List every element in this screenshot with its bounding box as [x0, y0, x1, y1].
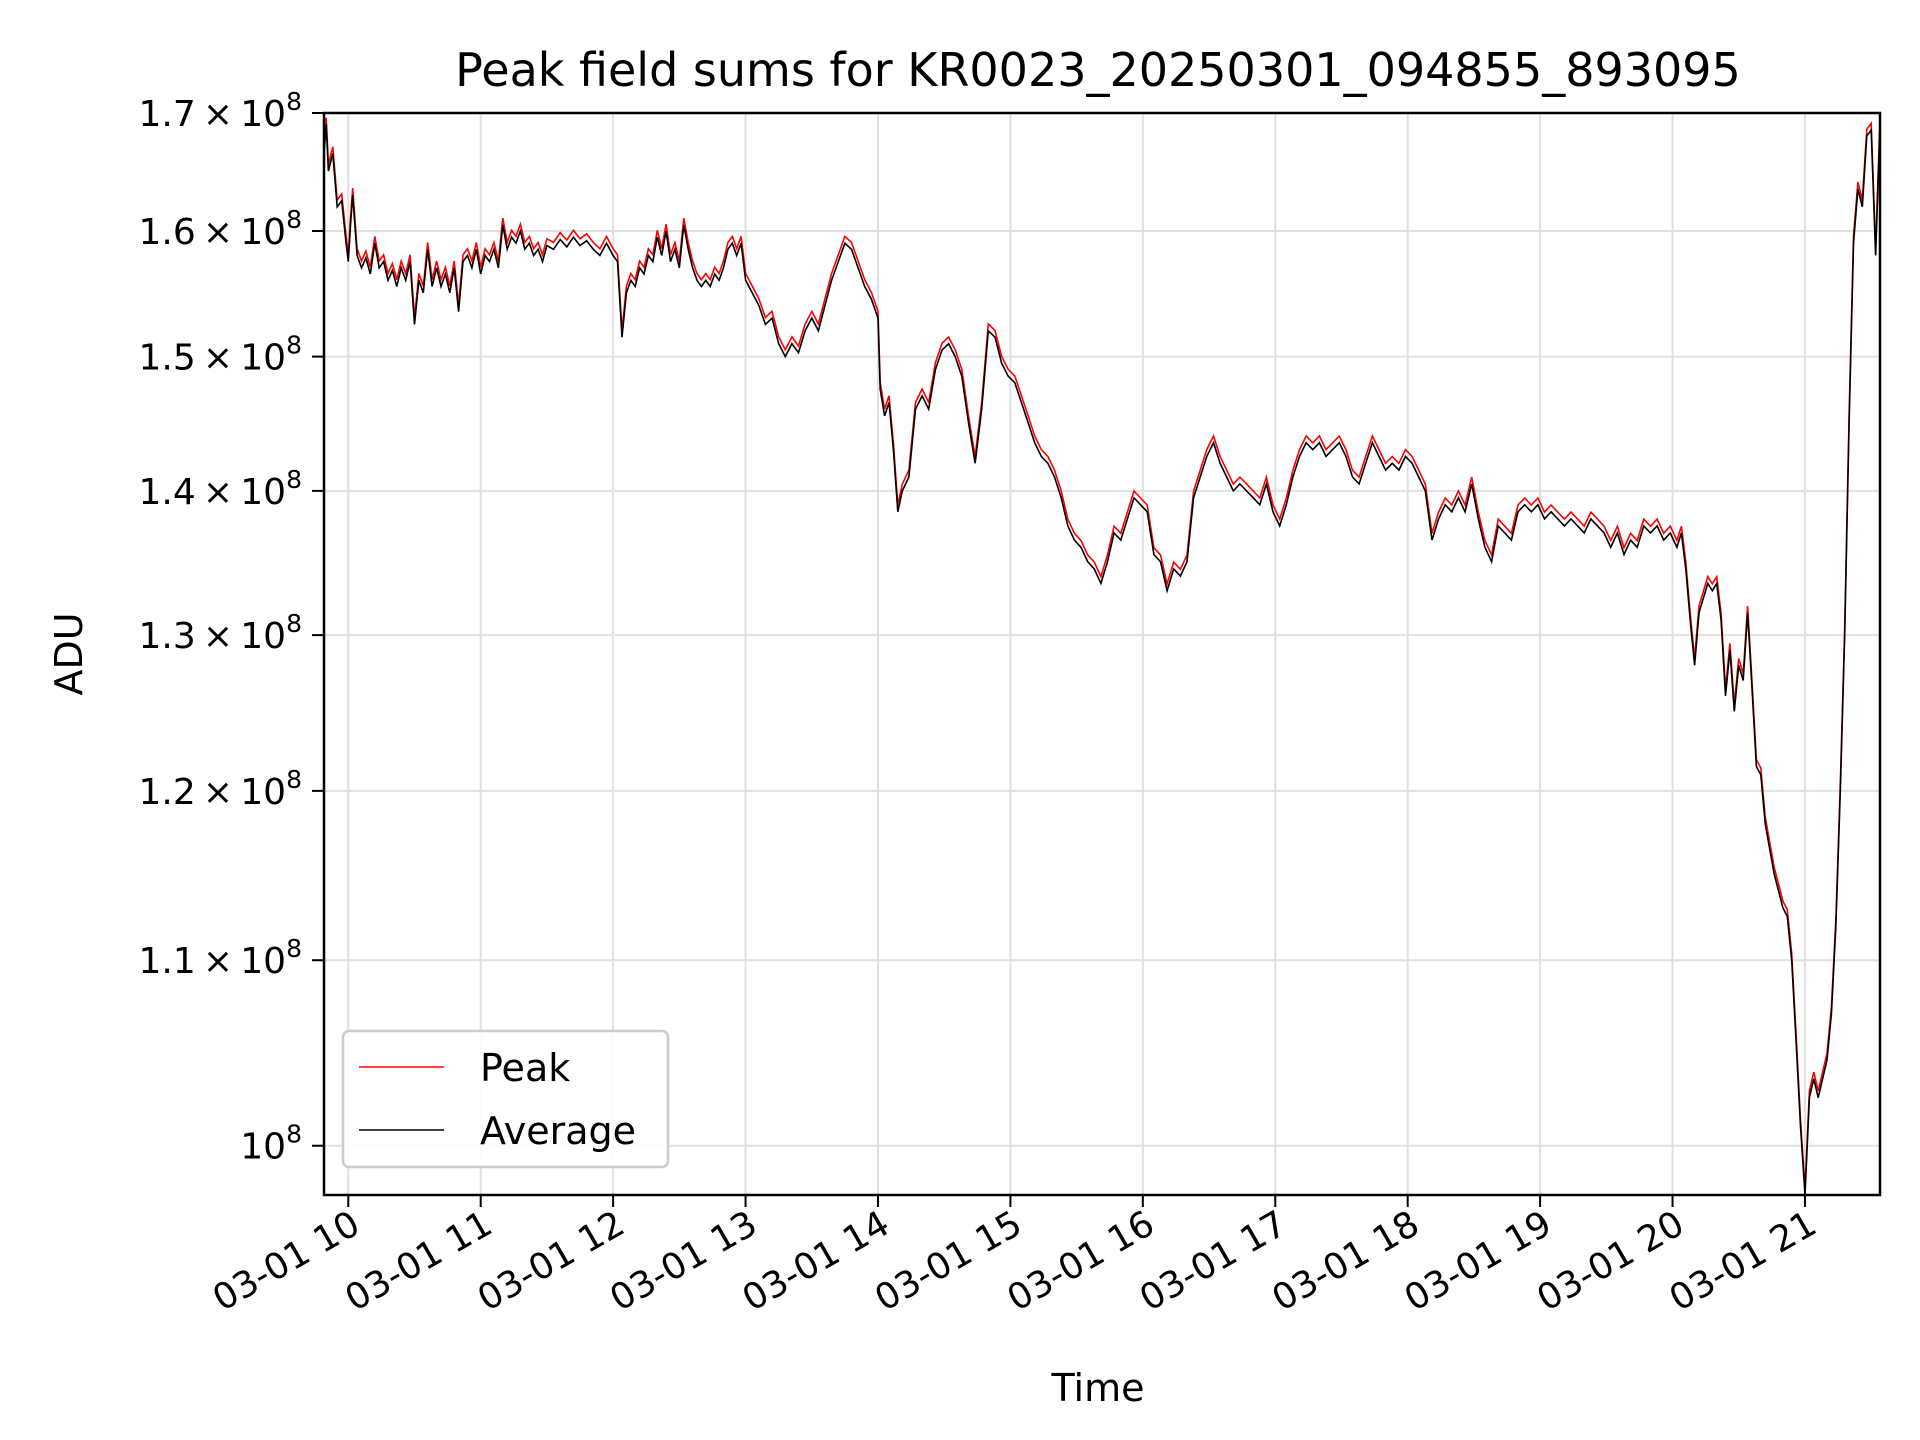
series-line-peak [324, 117, 1880, 1189]
series-line-average [324, 124, 1880, 1195]
x-axis-label: Time [1051, 1366, 1145, 1410]
legend: Peak Average [341, 1029, 670, 1169]
y-tick-label: 1.2 × 108 [138, 765, 302, 813]
chart-title: Peak field sums for KR0023_20250301_0948… [455, 43, 1741, 97]
grid-lines [324, 112, 1880, 1195]
y-tick-label: 1.4 × 108 [138, 465, 302, 513]
y-tick-label: 1.1 × 108 [138, 934, 302, 982]
series-layer [324, 117, 1880, 1195]
legend-label-peak: Peak [480, 1046, 570, 1090]
y-axis-ticks: 1.7 × 108 1.6 × 108 1.5 × 108 1.4 × 108 1.3 … [138, 87, 324, 1168]
y-tick-label: 108 [240, 1120, 302, 1168]
y-tick-label: 1.6 × 108 [138, 205, 302, 253]
legend-box [341, 1029, 670, 1169]
y-tick-label: 1.3 × 108 [138, 609, 302, 657]
y-axis-label: ADU [47, 612, 91, 695]
plot-frame [322, 111, 1882, 1197]
y-tick-label: 1.7 × 108 [138, 87, 302, 135]
y-tick-label: 1.5 × 108 [138, 331, 302, 379]
legend-label-average: Average [480, 1109, 636, 1153]
